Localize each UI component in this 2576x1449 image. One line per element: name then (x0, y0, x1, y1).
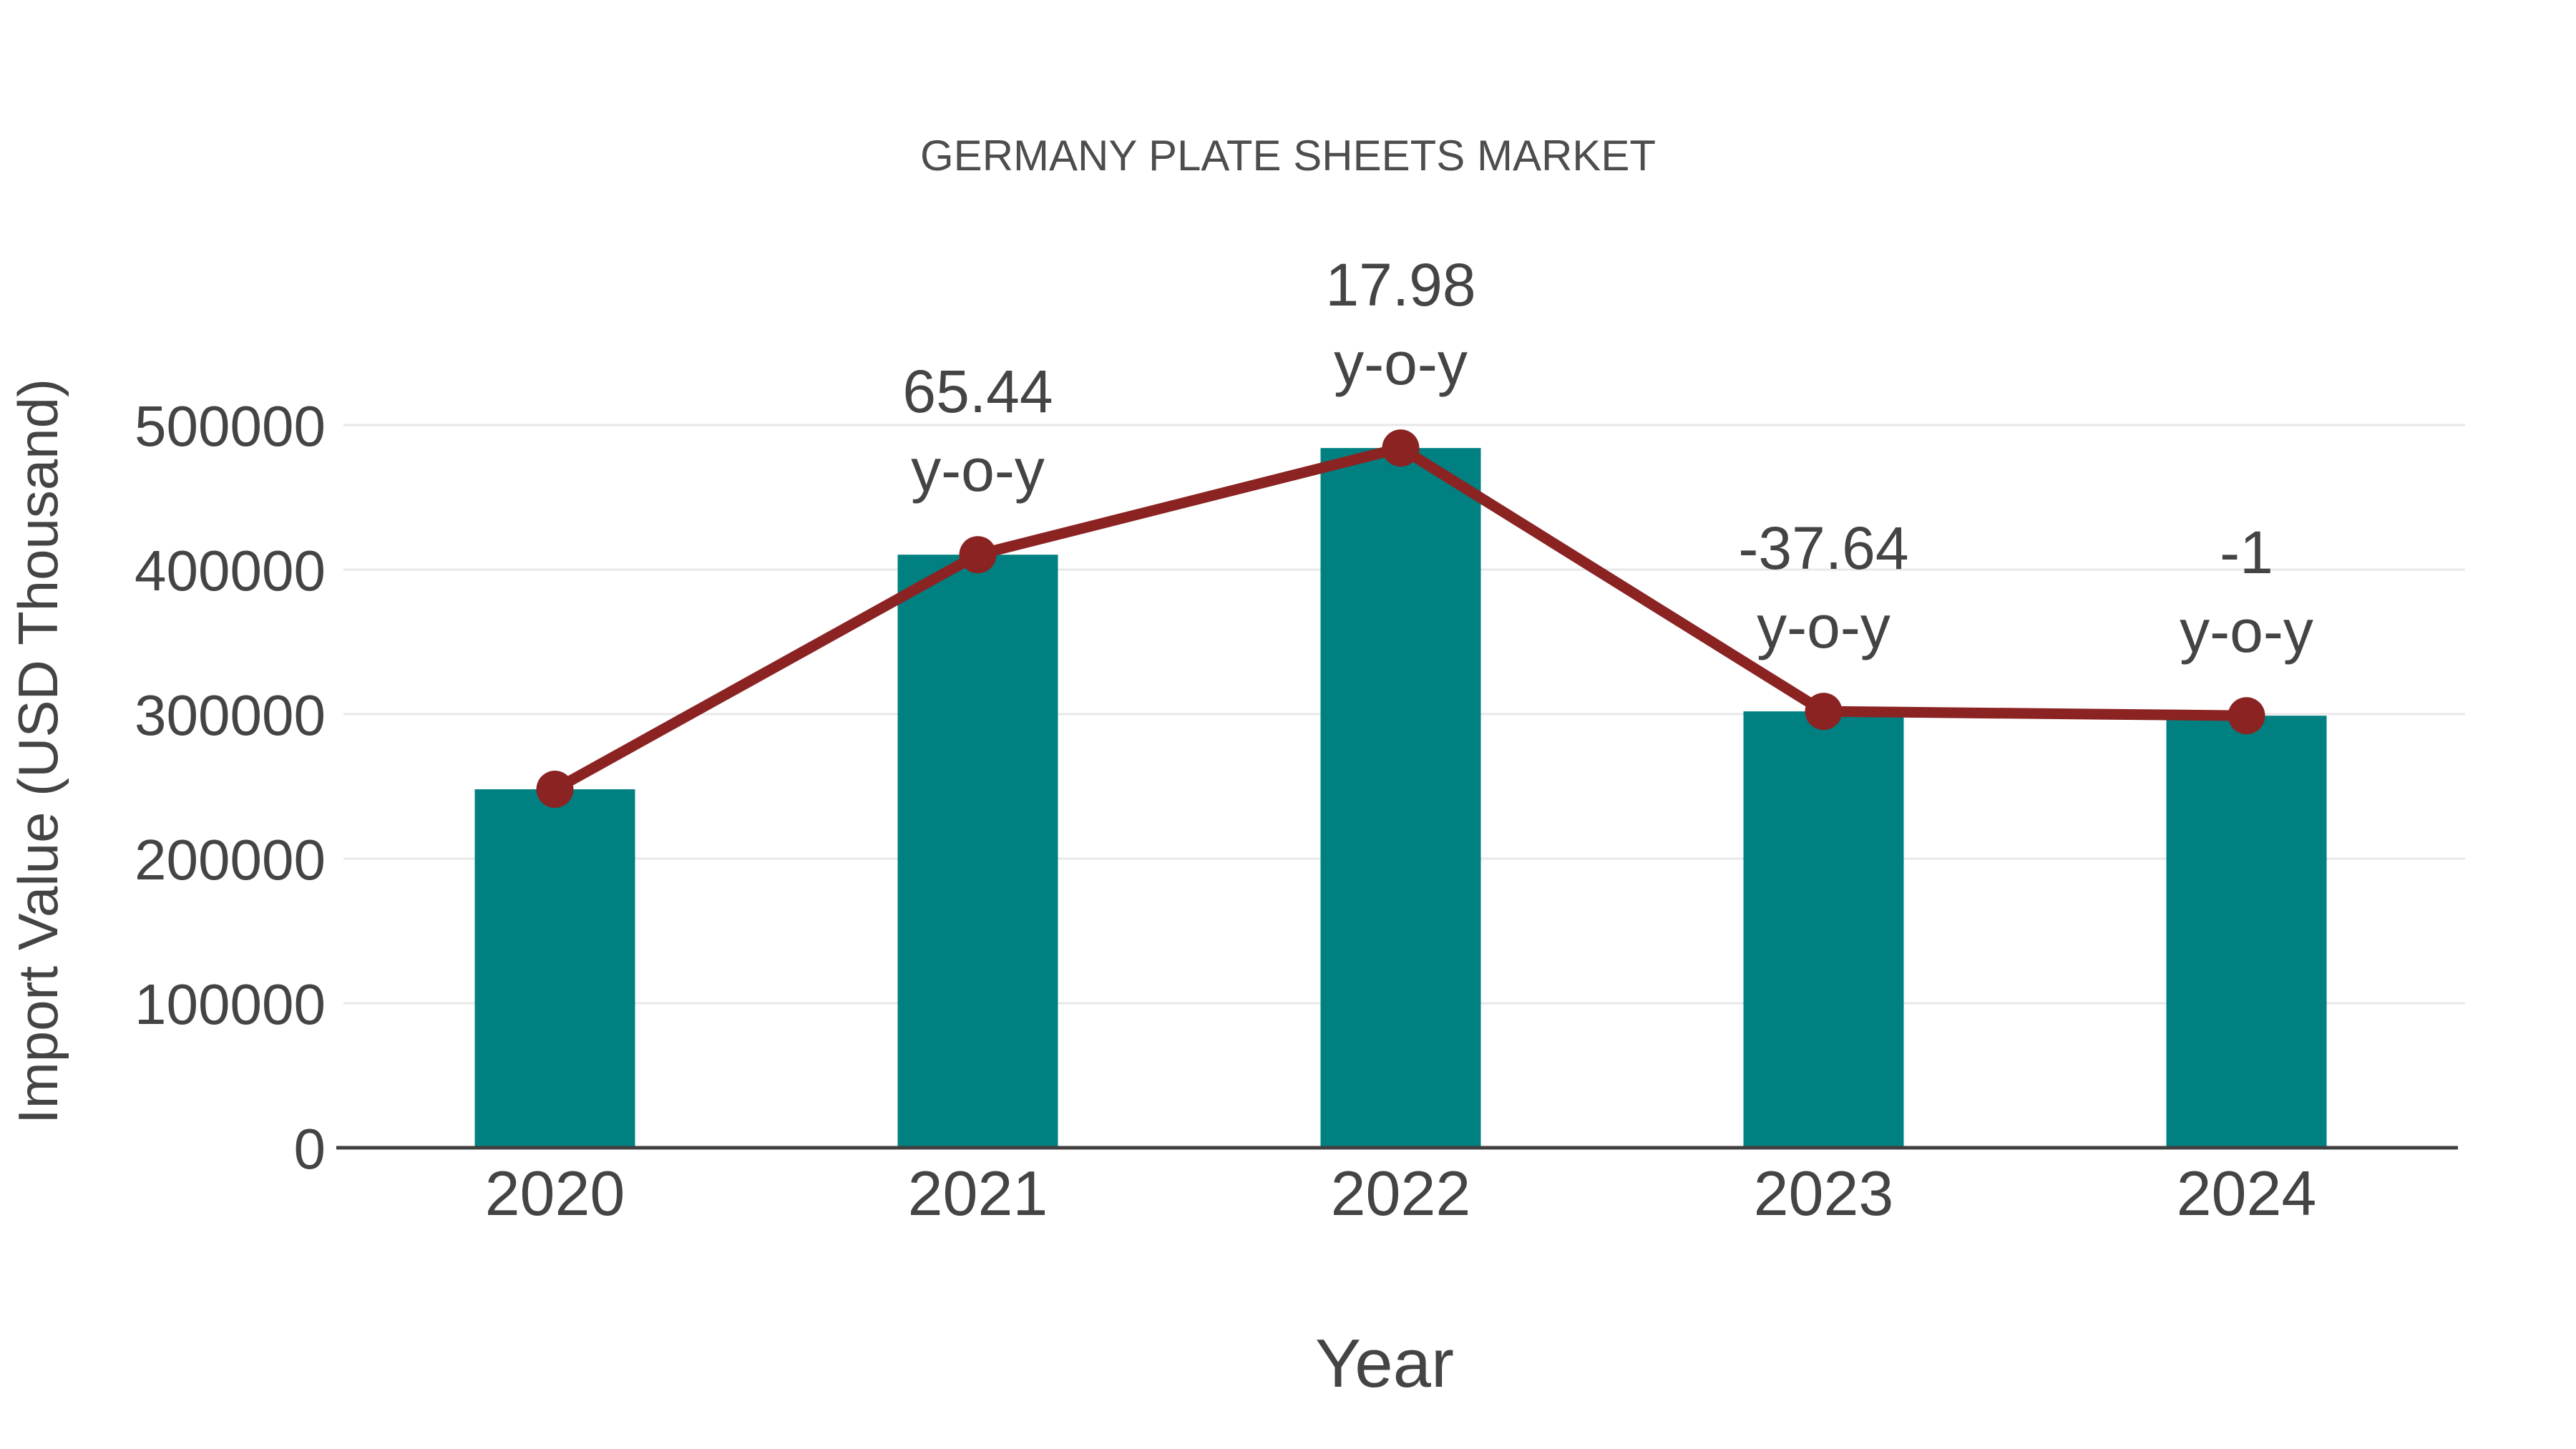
bars-layer (474, 448, 2327, 1148)
chart-title: GERMANY PLATE SHEETS MARKET (920, 132, 1656, 180)
marker-2022 (1382, 429, 1420, 467)
annotation-2023-line2: y-o-y (1757, 593, 1890, 660)
bar-2022 (1320, 448, 1481, 1148)
markers-layer (536, 429, 2265, 809)
y-tick-label: 0 (294, 1117, 326, 1181)
bar-2021 (897, 555, 1058, 1148)
annotation-2022-line2: y-o-y (1334, 330, 1468, 397)
x-tick-label: 2022 (1331, 1158, 1471, 1229)
y-axis-title: Import Value (USD Thousand) (6, 379, 69, 1124)
x-tick-label: 2020 (485, 1158, 625, 1229)
x-tick-label: 2024 (2177, 1158, 2317, 1229)
x-tick-label: 2021 (908, 1158, 1048, 1229)
annotation-2023-line1: -37.64 (1738, 514, 1908, 582)
x-axis-title: Year (1315, 1325, 1454, 1402)
annotations-layer: 65.44 y-o-y 17.98 y-o-y -37.64 y-o-y -1 y-o-y (902, 251, 2313, 665)
marker-2023 (1805, 693, 1843, 731)
x-tick-label: 2023 (1754, 1158, 1894, 1229)
annotation-2021-line1: 65.44 (902, 358, 1053, 425)
y-tick-label: 100000 (135, 972, 326, 1036)
y-tick-label: 500000 (135, 394, 326, 458)
y-tick-labels: 0 100000 200000 300000 400000 500000 (135, 394, 326, 1181)
annotation-2022-line1: 17.98 (1325, 251, 1475, 318)
annotation-2024-line2: y-o-y (2180, 597, 2313, 665)
bar-2020 (474, 789, 635, 1148)
bar-2024 (2166, 716, 2327, 1148)
y-tick-label: 200000 (135, 828, 326, 892)
bar-2023 (1743, 711, 1904, 1148)
annotation-2024-line1: -1 (2220, 519, 2273, 586)
y-tick-label: 400000 (135, 539, 326, 602)
annotation-2021-line2: y-o-y (911, 436, 1045, 504)
marker-2020 (536, 771, 574, 809)
y-tick-label: 300000 (135, 683, 326, 747)
marker-2024 (2228, 697, 2265, 735)
x-tick-labels: 2020 2021 2022 2023 2024 (485, 1158, 2317, 1229)
marker-2021 (959, 536, 997, 574)
